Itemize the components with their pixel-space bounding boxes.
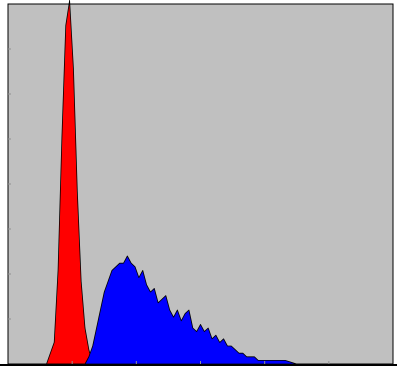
axes-layer — [0, 48, 397, 366]
